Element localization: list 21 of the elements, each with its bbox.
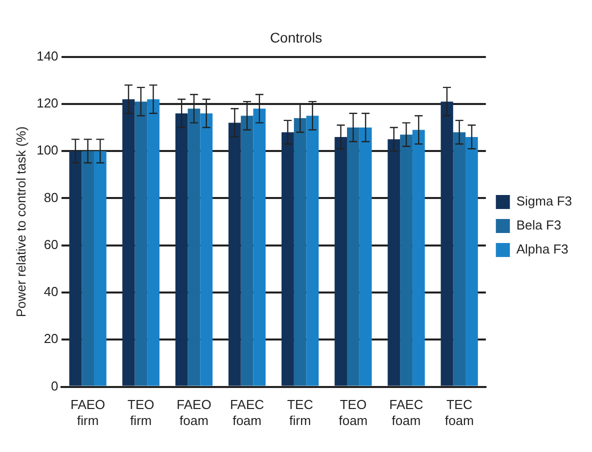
x-tick-label: TEC firm (287, 397, 314, 428)
x-tick-label: TEO foam (338, 397, 368, 428)
y-tick-label: 60 (44, 236, 58, 252)
chart-title: Controls (270, 29, 322, 46)
legend-label: Bela F3 (516, 218, 562, 233)
y-tick-label: 40 (44, 284, 58, 300)
y-tick-label: 140 (36, 48, 58, 64)
x-tick-label: FAEO foam (176, 397, 212, 428)
x-tick-label: FAEC foam (230, 397, 264, 428)
y-tick-label: 0 (51, 378, 58, 394)
x-tick-label: TEO firm (128, 397, 154, 428)
y-tick-label: 20 (44, 331, 58, 346)
legend-label: Sigma F3 (516, 194, 572, 209)
y-tick-label: 100 (36, 142, 58, 158)
x-tick-label: TEC foam (444, 397, 474, 428)
x-tick-label: FAEO firm (70, 397, 106, 428)
legend-label: Alpha F3 (516, 242, 568, 257)
y-tick-label: 120 (36, 96, 58, 111)
y-axis-title: Power relative to control task (%) (13, 126, 28, 318)
y-tick-label: 80 (44, 190, 58, 205)
x-tick-label: FAEC foam (389, 397, 424, 428)
